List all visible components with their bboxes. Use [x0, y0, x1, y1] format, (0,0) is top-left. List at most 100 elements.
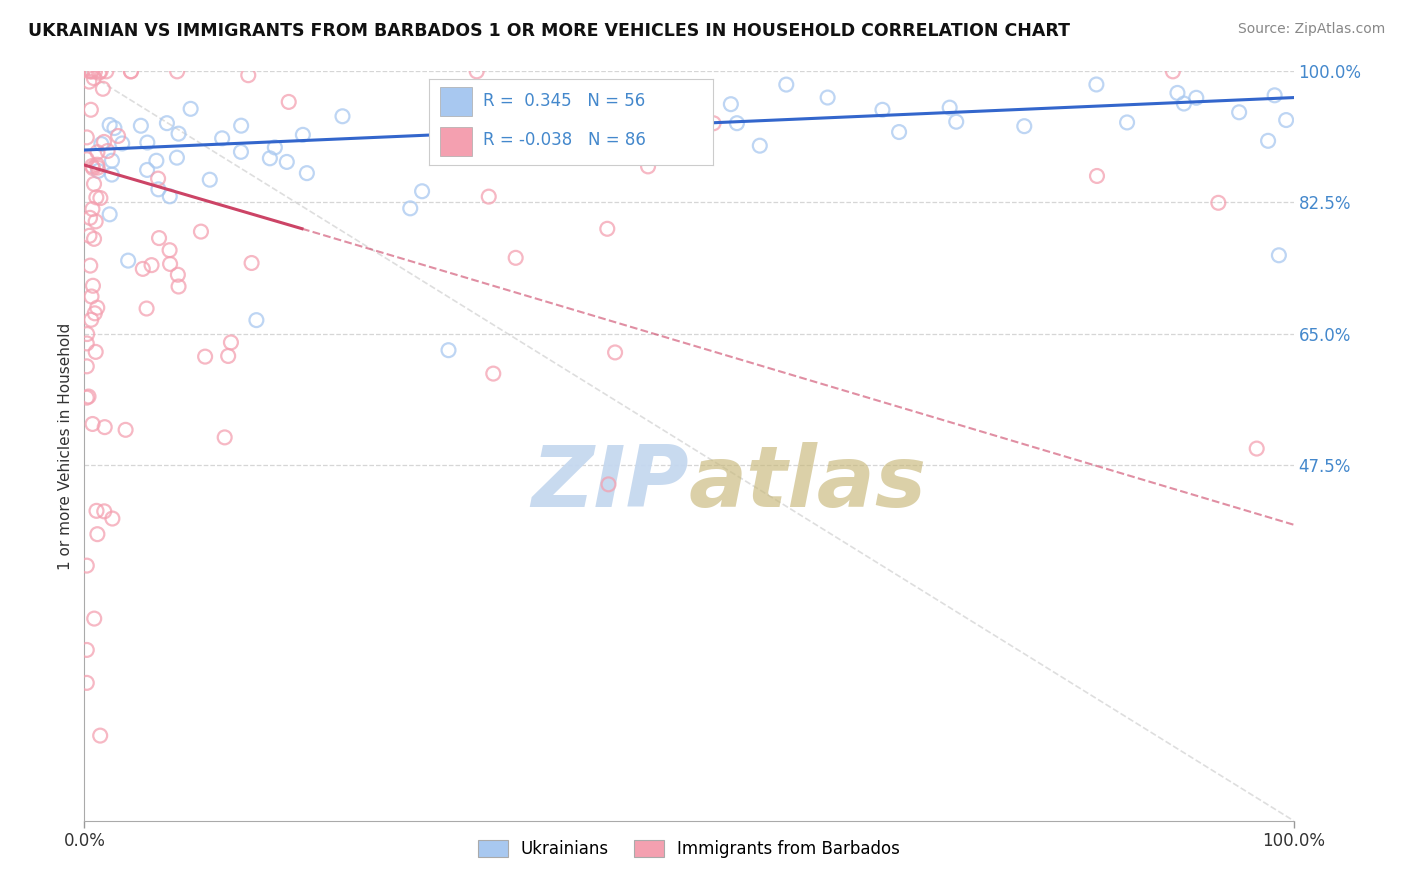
- Point: [97, 144, 120, 158]
- Point: [93, 135, 115, 149]
- Point: [598, 477, 620, 491]
- Point: [198, 172, 221, 186]
- Point: [166, 64, 188, 78]
- Point: [945, 114, 967, 128]
- Point: [872, 103, 894, 117]
- Point: [263, 140, 285, 154]
- Point: [77, 75, 100, 89]
- Point: [1185, 91, 1208, 105]
- Point: [1227, 105, 1250, 120]
- Point: [79, 228, 101, 243]
- Point: [167, 127, 190, 141]
- Point: [89, 191, 111, 205]
- Point: [98, 207, 121, 221]
- Point: [259, 151, 281, 165]
- Point: [1275, 113, 1298, 128]
- Point: [117, 253, 139, 268]
- Point: [76, 336, 98, 351]
- Point: [80, 103, 103, 117]
- Point: [120, 64, 142, 78]
- Point: [76, 130, 98, 145]
- Point: [93, 504, 115, 518]
- Point: [76, 153, 98, 167]
- Point: [229, 145, 252, 159]
- Point: [83, 71, 105, 86]
- Point: [132, 261, 155, 276]
- Point: [86, 527, 108, 541]
- Point: [1264, 88, 1286, 103]
- Point: [135, 301, 157, 316]
- Point: [938, 101, 960, 115]
- Point: [166, 151, 188, 165]
- Point: [79, 211, 101, 225]
- Point: [637, 160, 659, 174]
- Point: [478, 189, 501, 203]
- Point: [399, 202, 422, 216]
- Point: [86, 504, 108, 518]
- Point: [141, 258, 163, 272]
- Point: [240, 256, 263, 270]
- Point: [93, 420, 115, 434]
- Point: [505, 251, 527, 265]
- Point: [82, 278, 104, 293]
- Point: [748, 138, 770, 153]
- Point: [89, 729, 111, 743]
- Point: [84, 64, 107, 78]
- Text: atlas: atlas: [689, 442, 927, 525]
- Point: [111, 136, 134, 151]
- Point: [80, 64, 103, 78]
- Point: [238, 68, 260, 82]
- Point: [129, 119, 152, 133]
- Point: [1014, 119, 1036, 133]
- Point: [1166, 86, 1188, 100]
- Point: [146, 171, 169, 186]
- Point: [136, 136, 159, 150]
- Y-axis label: 1 or more Vehicles in Household: 1 or more Vehicles in Household: [58, 322, 73, 570]
- Point: [103, 121, 125, 136]
- Point: [76, 359, 98, 374]
- Point: [217, 349, 239, 363]
- Point: [86, 161, 108, 175]
- Point: [82, 202, 104, 216]
- Point: [465, 64, 488, 78]
- Text: Source: ZipAtlas.com: Source: ZipAtlas.com: [1237, 22, 1385, 37]
- Point: [159, 189, 181, 203]
- Point: [96, 64, 118, 78]
- Text: UKRAINIAN VS IMMIGRANTS FROM BARBADOS 1 OR MORE VEHICLES IN HOUSEHOLD CORRELATIO: UKRAINIAN VS IMMIGRANTS FROM BARBADOS 1 …: [28, 22, 1070, 40]
- Point: [180, 102, 202, 116]
- Point: [231, 119, 253, 133]
- Point: [82, 417, 104, 431]
- Point: [167, 268, 190, 282]
- Point: [87, 65, 110, 79]
- Point: [83, 306, 105, 320]
- Point: [603, 345, 626, 359]
- Text: ZIP: ZIP: [531, 442, 689, 525]
- Point: [82, 161, 104, 175]
- Point: [79, 259, 101, 273]
- Point: [91, 82, 114, 96]
- Point: [101, 168, 124, 182]
- Point: [136, 163, 159, 178]
- Point: [291, 128, 314, 142]
- Point: [669, 128, 692, 143]
- Point: [887, 125, 910, 139]
- Point: [83, 611, 105, 625]
- Point: [190, 225, 212, 239]
- Point: [1116, 115, 1139, 129]
- Point: [482, 367, 505, 381]
- Point: [86, 190, 108, 204]
- Point: [1085, 78, 1108, 92]
- Point: [702, 116, 724, 130]
- Point: [80, 159, 103, 173]
- Point: [114, 423, 136, 437]
- Point: [77, 390, 100, 404]
- Point: [83, 232, 105, 246]
- Point: [89, 64, 111, 78]
- Point: [214, 430, 236, 444]
- Point: [156, 116, 179, 130]
- Point: [79, 64, 101, 78]
- Point: [80, 64, 103, 78]
- Point: [120, 64, 142, 78]
- Point: [720, 97, 742, 112]
- Point: [101, 153, 124, 168]
